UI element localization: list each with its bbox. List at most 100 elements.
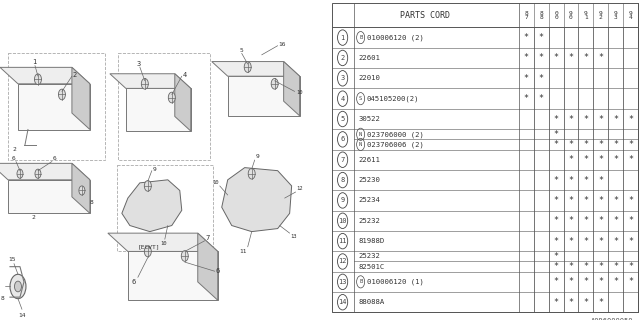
- Text: 11: 11: [339, 238, 347, 244]
- Text: *: *: [598, 196, 604, 205]
- Text: 2: 2: [73, 72, 77, 78]
- Text: S: S: [359, 96, 362, 101]
- Text: *: *: [554, 216, 559, 225]
- Text: 3: 3: [137, 61, 141, 67]
- Text: *: *: [568, 196, 573, 205]
- Polygon shape: [110, 74, 191, 88]
- Polygon shape: [126, 88, 191, 131]
- Text: *: *: [628, 216, 633, 225]
- Text: *: *: [598, 216, 604, 225]
- Text: 14: 14: [18, 313, 26, 318]
- Text: *: *: [584, 115, 588, 124]
- Text: B: B: [359, 279, 362, 284]
- Text: 6: 6: [340, 136, 345, 142]
- Text: 1: 1: [32, 60, 36, 66]
- Text: *: *: [568, 155, 573, 164]
- Text: 7: 7: [340, 157, 345, 163]
- Text: 6: 6: [132, 279, 136, 285]
- Text: *: *: [628, 277, 633, 286]
- Text: *: *: [554, 176, 559, 185]
- Text: 4: 4: [340, 96, 345, 102]
- Text: 14: 14: [339, 299, 347, 305]
- Text: *: *: [554, 115, 559, 124]
- Text: *: *: [539, 74, 544, 83]
- Text: 7: 7: [205, 235, 210, 241]
- Circle shape: [79, 186, 85, 195]
- Text: 2: 2: [32, 215, 36, 220]
- Text: *: *: [598, 298, 604, 307]
- Text: *: *: [584, 176, 588, 185]
- Text: N: N: [359, 142, 362, 147]
- Text: *: *: [628, 155, 633, 164]
- Text: N: N: [359, 132, 362, 137]
- Text: 22601: 22601: [358, 55, 381, 61]
- Circle shape: [17, 169, 23, 178]
- Text: *: *: [568, 140, 573, 149]
- Text: *: *: [568, 262, 573, 271]
- Text: 12: 12: [297, 187, 303, 191]
- Circle shape: [35, 74, 42, 84]
- Text: 11: 11: [240, 249, 247, 254]
- Polygon shape: [72, 163, 90, 213]
- Text: *: *: [598, 277, 604, 286]
- Text: *: *: [539, 94, 544, 103]
- Text: *: *: [524, 33, 529, 42]
- Text: 81988D: 81988D: [358, 238, 385, 244]
- Text: *: *: [584, 196, 588, 205]
- Text: *: *: [584, 155, 588, 164]
- Text: *: *: [554, 298, 559, 307]
- Circle shape: [244, 62, 251, 72]
- Text: *: *: [584, 262, 588, 271]
- Text: *: *: [628, 196, 633, 205]
- Text: 010006120 (2): 010006120 (2): [367, 34, 424, 41]
- Text: *: *: [628, 140, 633, 149]
- Text: 13: 13: [339, 279, 347, 285]
- Text: *: *: [524, 94, 529, 103]
- Circle shape: [271, 78, 278, 89]
- Text: *: *: [613, 277, 618, 286]
- Text: *: *: [613, 216, 618, 225]
- Circle shape: [58, 89, 65, 100]
- Text: 9: 9: [256, 155, 259, 159]
- Text: 4: 4: [183, 72, 187, 78]
- Text: *: *: [613, 155, 618, 164]
- Text: 30522: 30522: [358, 116, 381, 122]
- Text: *: *: [568, 237, 573, 246]
- Circle shape: [145, 246, 151, 257]
- Text: 045105200(2): 045105200(2): [367, 95, 419, 102]
- Text: 6: 6: [12, 156, 16, 161]
- Text: 9: 9: [340, 197, 345, 204]
- Text: 6: 6: [53, 156, 57, 161]
- Text: *: *: [613, 140, 618, 149]
- Circle shape: [168, 92, 175, 103]
- Text: *: *: [554, 140, 559, 149]
- Circle shape: [248, 168, 255, 179]
- Text: *: *: [568, 277, 573, 286]
- Text: *: *: [539, 33, 544, 42]
- Text: 9
3: 9 3: [614, 11, 618, 20]
- Text: 8: 8: [340, 177, 345, 183]
- Polygon shape: [175, 74, 191, 131]
- Text: *: *: [598, 140, 604, 149]
- Text: *: *: [613, 262, 618, 271]
- Text: 10: 10: [212, 180, 220, 185]
- Text: *: *: [628, 262, 633, 271]
- Text: 0
0: 0 0: [554, 11, 558, 20]
- Text: *: *: [554, 196, 559, 205]
- Text: *: *: [613, 196, 618, 205]
- Polygon shape: [108, 233, 218, 252]
- Polygon shape: [0, 67, 90, 84]
- Text: 22010: 22010: [358, 75, 381, 81]
- Text: *: *: [598, 176, 604, 185]
- Polygon shape: [212, 61, 300, 76]
- Text: 8: 8: [90, 200, 93, 205]
- Circle shape: [10, 274, 26, 299]
- Text: 25232: 25232: [358, 253, 381, 260]
- Text: *: *: [584, 298, 588, 307]
- Polygon shape: [128, 252, 218, 300]
- Text: 88088A: 88088A: [358, 299, 385, 305]
- Text: *: *: [598, 53, 604, 62]
- Text: 9
2: 9 2: [599, 11, 603, 20]
- Text: *: *: [628, 237, 633, 246]
- Text: 2: 2: [12, 147, 16, 152]
